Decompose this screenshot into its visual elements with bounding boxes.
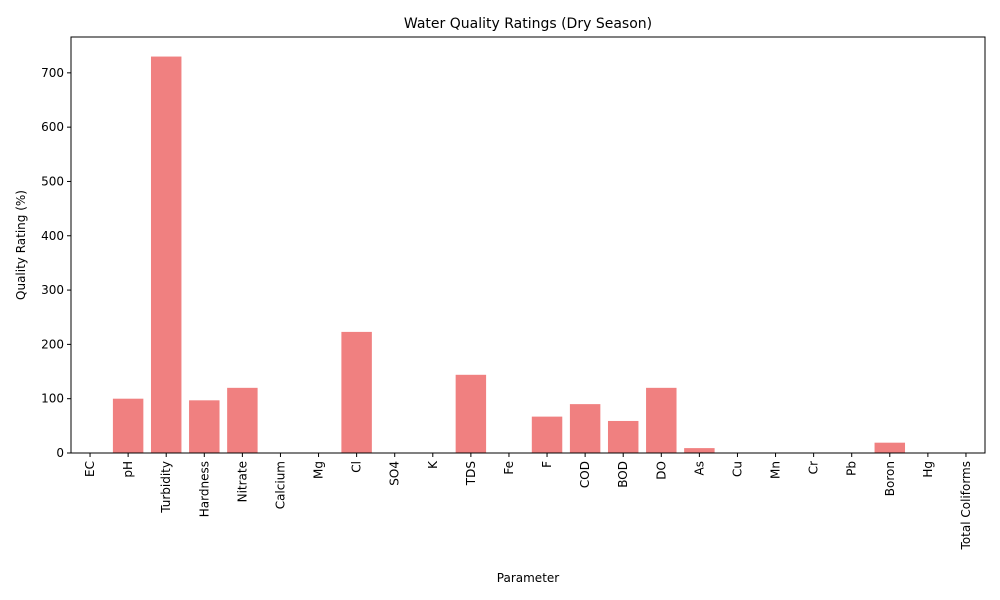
bar-boron xyxy=(874,442,906,453)
x-tick-label: Cl xyxy=(350,461,364,473)
y-tick-label: 100 xyxy=(41,392,64,406)
bar-bod xyxy=(607,420,639,453)
bar-as xyxy=(684,448,715,453)
y-tick-label: 600 xyxy=(41,120,64,134)
bar-hardness xyxy=(189,400,220,453)
y-tick-label: 500 xyxy=(41,174,64,188)
chart-title: Water Quality Ratings (Dry Season) xyxy=(404,16,652,32)
x-tick-label: K xyxy=(426,460,440,469)
bar-do xyxy=(646,387,677,453)
y-tick-label: 700 xyxy=(41,66,64,80)
x-tick-label: BOD xyxy=(616,461,630,488)
x-tick-label: Boron xyxy=(883,461,897,496)
bar-nitrate xyxy=(227,387,258,453)
x-tick-label: pH xyxy=(121,461,135,478)
y-tick-label: 300 xyxy=(41,283,64,297)
y-axis-label: Quality Rating (%) xyxy=(14,190,28,300)
bar-cod xyxy=(569,404,601,453)
y-tick-label: 0 xyxy=(56,446,64,460)
bars-group xyxy=(112,56,906,454)
x-tick-label: Cr xyxy=(807,461,821,474)
x-tick-label: Cu xyxy=(730,461,744,477)
bar-turbidity xyxy=(150,56,182,454)
x-tick-label: COD xyxy=(578,461,592,488)
bar-cl xyxy=(341,331,372,453)
x-tick-label: F xyxy=(540,461,554,468)
x-tick-label: Pb xyxy=(845,461,859,476)
bar-ph xyxy=(112,398,144,453)
x-tick-label: SO4 xyxy=(388,461,402,486)
y-tick-label: 400 xyxy=(41,229,64,243)
bar-f xyxy=(531,416,563,453)
x-tick-label: EC xyxy=(83,461,97,477)
x-tick-label: Calcium xyxy=(273,461,287,509)
x-tick-label: Total Coliforms xyxy=(959,461,973,550)
x-tick-label: Hg xyxy=(921,461,935,478)
x-tick-label: DO xyxy=(654,461,668,480)
x-tick-label: Nitrate xyxy=(235,461,249,502)
x-axis: EC pH Turbidity Hardness Nitrate Calcium Mg Cl S… xyxy=(83,453,973,550)
x-tick-label: Mg xyxy=(312,461,326,479)
bar-tds xyxy=(455,374,487,453)
x-tick-label: Turbidity xyxy=(159,461,173,514)
x-tick-label: As xyxy=(692,461,706,475)
x-tick-label: Mn xyxy=(769,461,783,479)
x-tick-label: Fe xyxy=(502,461,516,475)
plot-frame xyxy=(70,36,986,454)
y-tick-label: 200 xyxy=(41,337,64,351)
x-axis-label: Parameter xyxy=(497,571,559,585)
x-tick-label: Hardness xyxy=(197,461,211,517)
x-tick-label: TDS xyxy=(464,461,478,486)
y-axis: 0 100 200 300 400 500 600 700 xyxy=(41,66,71,460)
